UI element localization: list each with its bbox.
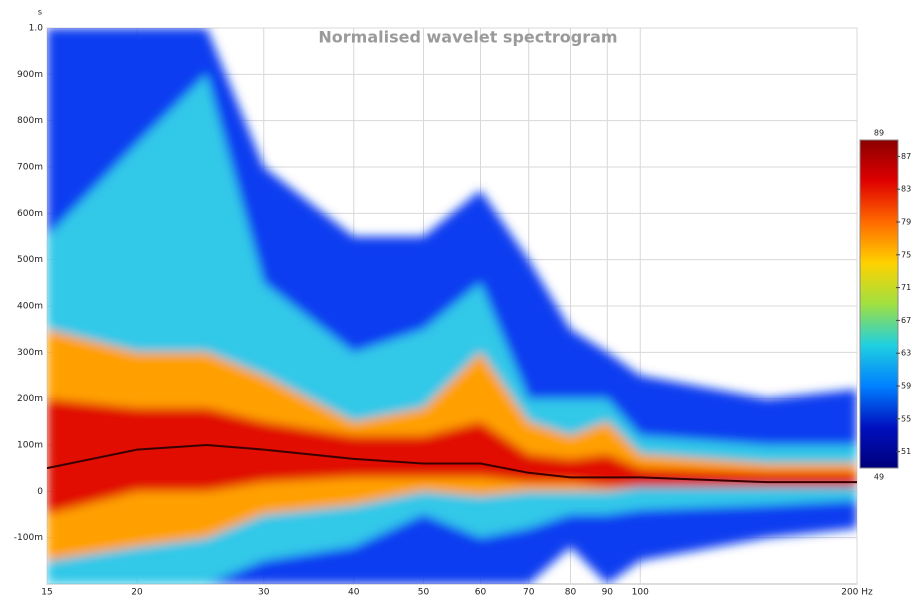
y-tick-label: 900m [17,70,43,80]
y-unit: s [38,8,42,17]
y-tick-label: 400m [17,302,43,312]
colorbar-min-label: 49 [874,473,884,482]
y-tick-label: 500m [17,255,43,265]
colorbar-tick-label: 87 [901,152,911,161]
y-tick-label: 1.0 [29,24,44,34]
y-tick-label: 200m [17,394,43,404]
chart-title: Normalised wavelet spectrogram [318,28,617,47]
colorbar-tick-label: 63 [901,349,911,358]
peak-ridge [47,443,857,484]
colorbar-tick-label: 75 [901,250,911,259]
y-tick-label: 0 [37,487,43,497]
colorbar-tick-label: 71 [901,283,911,292]
x-tick-label: 100 [632,588,649,597]
y-tick-label: 700m [17,163,43,173]
x-tick-label: 20 [131,588,143,597]
colorbar-tick-label: 67 [901,316,911,325]
colorbar-tick-label: 83 [901,185,911,194]
colorbar-max-label: 89 [874,129,884,138]
y-tick-label: 600m [17,209,43,219]
color-bar [859,139,899,469]
x-tick-label: 60 [475,588,487,597]
y-tick-label: 100m [17,441,43,451]
x-tick-label: 30 [258,588,270,597]
colorbar-tick-label: 79 [901,218,911,227]
y-tick-label: 300m [17,348,43,358]
y-tick-label: 800m [17,116,43,126]
colorbar-tick-label: 59 [901,382,911,391]
x-tick-label: 40 [348,588,360,597]
x-tick-label: 80 [565,588,577,597]
spectrogram-band [47,398,857,515]
x-tick-label: 15 [41,588,52,597]
colorbar-tick-label: 51 [901,447,911,456]
y-tick-label: -100m [14,533,43,543]
x-tick-label: 200 Hz [841,588,873,597]
colorbar-tick-label: 55 [901,414,911,423]
x-tick-label: 90 [602,588,614,597]
x-tick-label: 50 [418,588,430,597]
x-tick-label: 70 [523,588,535,597]
